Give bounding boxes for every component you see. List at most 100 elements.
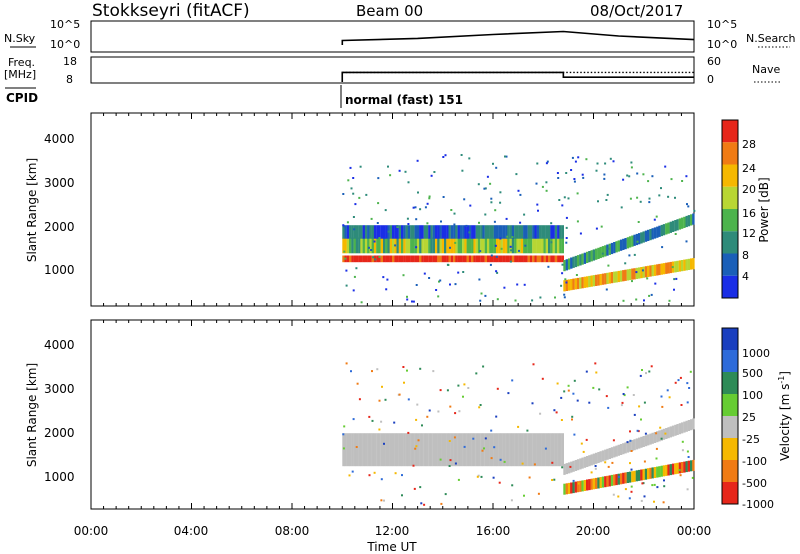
power-cell [656,264,659,276]
velocity-cell [631,440,634,451]
power-cell [376,255,379,263]
power-cell [539,225,542,239]
power-cell [516,237,519,254]
colorbar-swatch [722,253,738,276]
power-cell [423,237,427,254]
velocity-scatter-point [342,447,345,450]
velocity-scatter-point [414,447,417,450]
velocity-cell [396,433,399,467]
xtick-20: 20:00 [576,524,611,538]
power-cell [653,227,657,239]
velocity-cell [346,433,350,467]
velocity-scatter-point [351,470,354,473]
velocity-scatter-point [444,493,447,496]
velocity-scatter-point [688,387,691,389]
power-cell [349,255,352,263]
power-scatter-point [523,213,526,216]
power-cell [527,237,531,254]
power-scatter-point [603,173,606,176]
velocity-scatter-point [632,394,635,396]
power-scatter-point [565,241,568,244]
power-scatter-point [442,196,445,198]
power-cell [565,279,568,291]
velocity-scatter-point [573,433,576,436]
xtick-08: 08:00 [275,524,310,538]
power-cell [364,255,368,263]
power-cell [617,270,620,283]
noise-right-tick-top: 10^5 [707,18,737,31]
power-scatter-point [492,162,494,165]
velocity-scatter-point [678,469,681,472]
frequency-panel: Freq. [MHz] 18 8 60 0 Nave [4,55,780,86]
velocity-scatter-point [653,500,655,503]
power-cell [353,255,356,263]
velocity-cell [565,463,568,475]
power-cell [376,237,379,254]
velocity-cell [389,433,393,467]
power-cell [628,268,632,281]
velocity-cell [444,433,447,467]
power-cell [692,258,695,270]
power-scatter-point [412,206,415,209]
velocity-cell [601,450,605,462]
velocity-cell [554,433,558,467]
power-cell [651,265,654,277]
velocity-cell [642,436,645,447]
velocity-scatter-point [560,396,563,399]
power-scatter-point [428,195,431,198]
power-scatter-point [524,244,527,247]
velocity-cell [464,433,467,467]
power-cell [425,225,429,239]
velocity-scatter-point [580,442,583,445]
power-cell [541,225,544,239]
velocity-cell [638,469,641,481]
velocity-scatter-point [393,421,396,424]
velocity-scatter-point [358,398,361,401]
power-scatter-point [352,177,355,179]
power-cell [586,276,589,288]
power-scatter-point [673,288,675,291]
velocity-cell [586,479,589,491]
power-cell [615,241,618,253]
power-scatter-point [407,223,410,225]
velocity-cell [644,435,648,447]
power-scatter-point [499,191,502,194]
colorbar-swatch [722,164,738,187]
velocity-cell [619,473,623,485]
power-scatter-point [373,240,376,243]
velocity-cell [570,482,573,494]
velocity-cell [579,458,582,470]
power-cell [644,230,648,242]
power-scatter-point [484,294,487,297]
velocity-scatter-point [481,449,484,452]
velocity-cell [685,420,688,432]
power-scatter-point [605,199,608,201]
power-scatter-point [510,249,513,252]
power-cell [482,255,485,263]
power-cell [480,225,483,239]
velocity-scatter-point [620,404,623,407]
power-scatter-point [514,299,517,302]
power-cell [484,225,488,239]
velocity-scatter-point [348,474,351,477]
velocity-scatter-point [644,432,647,435]
power-scatter-point [518,249,520,252]
velocity-scatter-point [352,418,355,421]
power-cell [674,220,677,232]
power-cell [419,225,422,239]
power-cell [453,237,456,254]
power-cell [683,259,686,271]
xtick-00-right: 00:00 [677,524,712,538]
power-scatter-point [345,284,348,287]
power-scatter-point [394,244,397,247]
power-scatter-point [463,198,466,201]
power-cell [367,255,370,263]
velocity-scatter-point [612,439,615,442]
power-cell [487,255,490,263]
velocity-cell [468,433,472,467]
power-cell [557,255,560,263]
power-colorbar: 28 24 20 16 12 8 4 Power [dB] [721,119,771,299]
power-scatter-point [535,182,538,185]
colorbar-swatch [722,186,738,210]
nave-right-label: Nave [752,63,780,76]
